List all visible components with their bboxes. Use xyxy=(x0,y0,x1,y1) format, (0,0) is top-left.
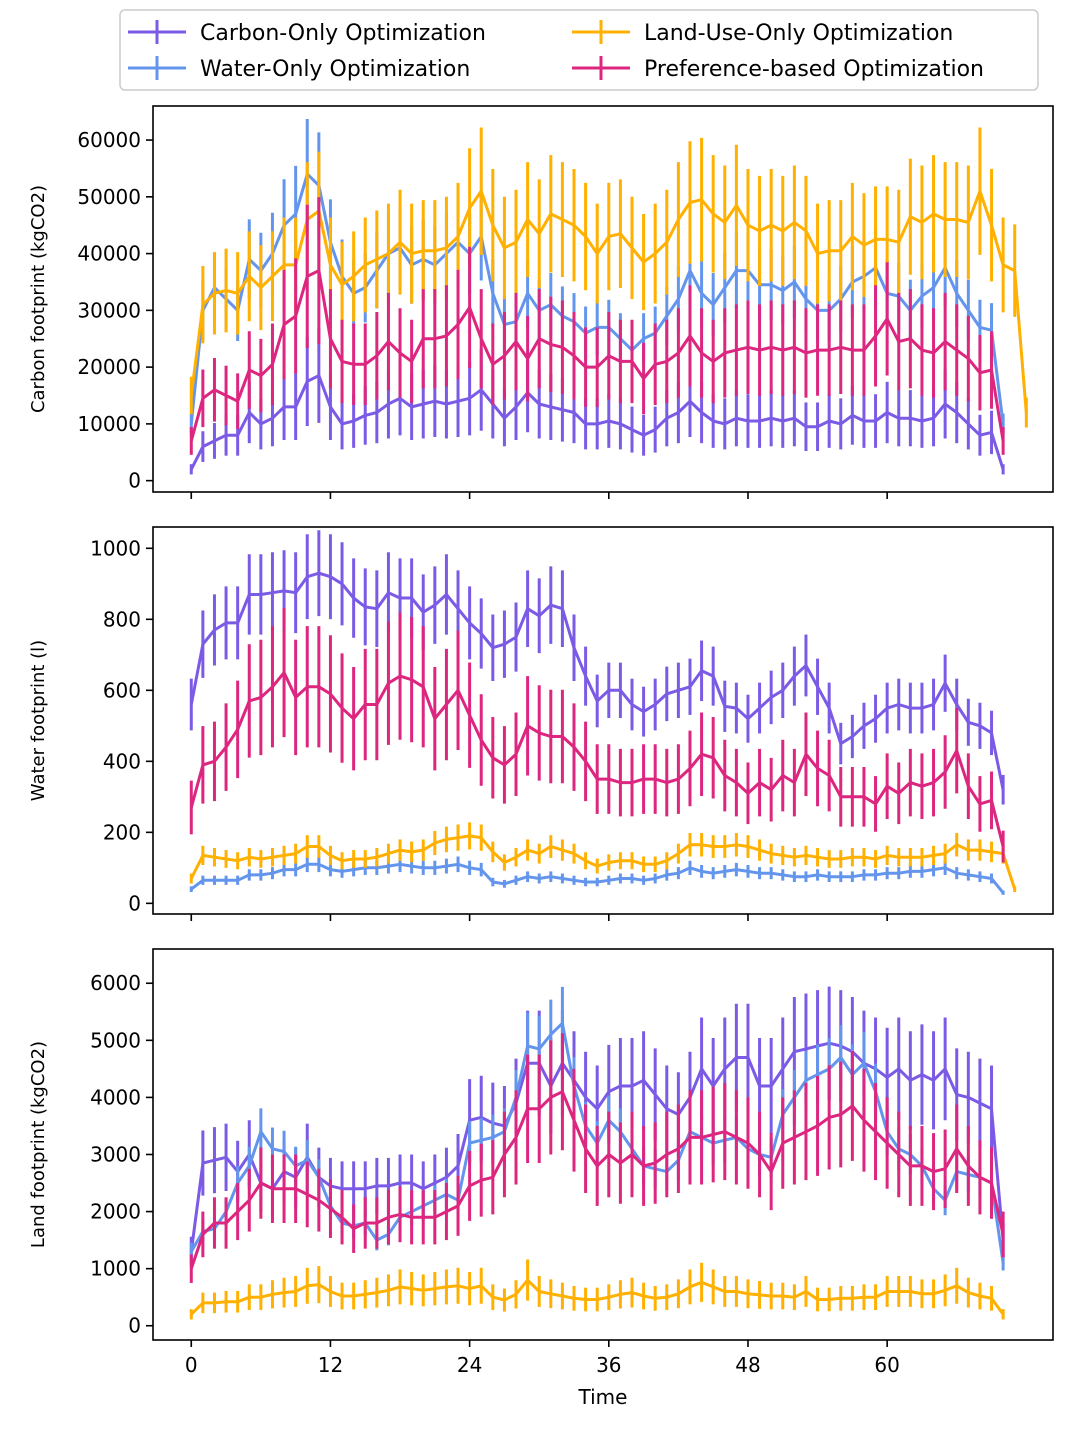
y-tick-label: 30000 xyxy=(77,298,141,322)
land-footprint-panel: 0 1000 2000 3000 4000 5000 6000 0 12 24 36 48 60 Land… xyxy=(28,948,1054,1409)
series-line-land-use-only-optimization xyxy=(190,1278,1005,1316)
land-plot-area xyxy=(189,986,1005,1320)
y-tick-label: 0 xyxy=(128,891,141,915)
series-line-carbon-only-optimization xyxy=(189,374,1005,470)
legend-label-water: Water-Only Optimization xyxy=(200,57,470,82)
y-tick-label: 1000 xyxy=(90,1257,141,1281)
y-tick-label: 0 xyxy=(128,1314,141,1338)
x-tick-label: 12 xyxy=(318,1353,343,1377)
series-line-preference-based-optimization xyxy=(189,1090,1005,1270)
water-axes-frame xyxy=(152,526,1054,915)
y-tick-label: 0 xyxy=(128,469,141,493)
y-tick-label: 60000 xyxy=(77,128,141,152)
series-line-preference-based-optimization xyxy=(189,671,1005,847)
land-y-axis-label: Land footprint (kgCO2) xyxy=(28,1041,49,1248)
legend: Carbon-Only Optimization Water-Only Opti… xyxy=(119,9,1039,91)
series-preference-based-optimization xyxy=(189,197,1005,455)
y-tick-label: 2000 xyxy=(90,1200,141,1224)
legend-label-land: Land-Use-Only Optimization xyxy=(644,21,953,46)
x-tick-label: 36 xyxy=(596,1353,621,1377)
y-tick-label: 50000 xyxy=(77,185,141,209)
y-tick-label: 5000 xyxy=(90,1028,141,1052)
series-preference-based-optimization xyxy=(189,607,1005,863)
series-land-use-only-optimization xyxy=(189,1259,1005,1320)
series-line-land-use-only-optimization xyxy=(189,834,1017,890)
land-axes-frame xyxy=(152,948,1054,1341)
series-preference-based-optimization xyxy=(189,1033,1005,1283)
y-tick-label: 3000 xyxy=(90,1142,141,1166)
series-line-carbon-only-optimization xyxy=(189,1041,1005,1252)
x-tick-label: 24 xyxy=(457,1353,482,1377)
series-line-carbon-only-optimization xyxy=(189,571,1005,791)
y-tick-label: 40000 xyxy=(77,242,141,266)
y-tick-label: 600 xyxy=(103,678,141,702)
y-tick-label: 6000 xyxy=(90,971,141,995)
x-tick-label: 0 xyxy=(185,1353,198,1377)
water-plot-area xyxy=(189,530,1017,895)
series-land-use-only-optimization xyxy=(189,822,1017,892)
legend-entry-land: Land-Use-Only Optimization xyxy=(572,20,953,46)
series-water-only-optimization xyxy=(189,856,1005,895)
series-line-land-use-only-optimization xyxy=(189,189,1028,413)
carbon-axes-frame xyxy=(152,105,1054,493)
legend-frame xyxy=(119,9,1039,91)
carbon-footprint-panel: 0 10000 20000 30000 40000 50000 60000 Carbon fo… xyxy=(28,105,1054,499)
carbon-y-axis-label: Carbon footprint (kgCO2) xyxy=(28,185,49,413)
legend-label-carbon: Carbon-Only Optimization xyxy=(200,21,486,46)
x-tick-label: 60 xyxy=(874,1353,899,1377)
y-tick-label: 200 xyxy=(103,820,141,844)
y-tick-label: 4000 xyxy=(90,1085,141,1109)
water-footprint-panel: 0 200 400 600 800 1000 Water footprint (l) xyxy=(28,526,1054,921)
series-carbon-only-optimization xyxy=(189,530,1005,805)
legend-entry-carbon: Carbon-Only Optimization xyxy=(128,20,486,46)
carbon-plot-area xyxy=(189,118,1028,475)
series-line-preference-based-optimization xyxy=(189,269,1005,442)
y-tick-label: 10000 xyxy=(77,412,141,436)
y-tick-label: 400 xyxy=(103,749,141,773)
legend-label-preference: Preference-based Optimization xyxy=(644,57,984,82)
water-y-axis-label: Water footprint (l) xyxy=(28,640,49,801)
y-tick-label: 20000 xyxy=(77,355,141,379)
series-line-water-only-optimization xyxy=(190,862,1005,894)
y-tick-label: 1000 xyxy=(90,536,141,560)
x-axis-label: Time xyxy=(578,1385,628,1409)
x-tick-label: 48 xyxy=(735,1353,760,1377)
legend-entry-water: Water-Only Optimization xyxy=(128,56,470,82)
legend-entry-preference: Preference-based Optimization xyxy=(572,56,984,82)
y-tick-label: 800 xyxy=(103,607,141,631)
